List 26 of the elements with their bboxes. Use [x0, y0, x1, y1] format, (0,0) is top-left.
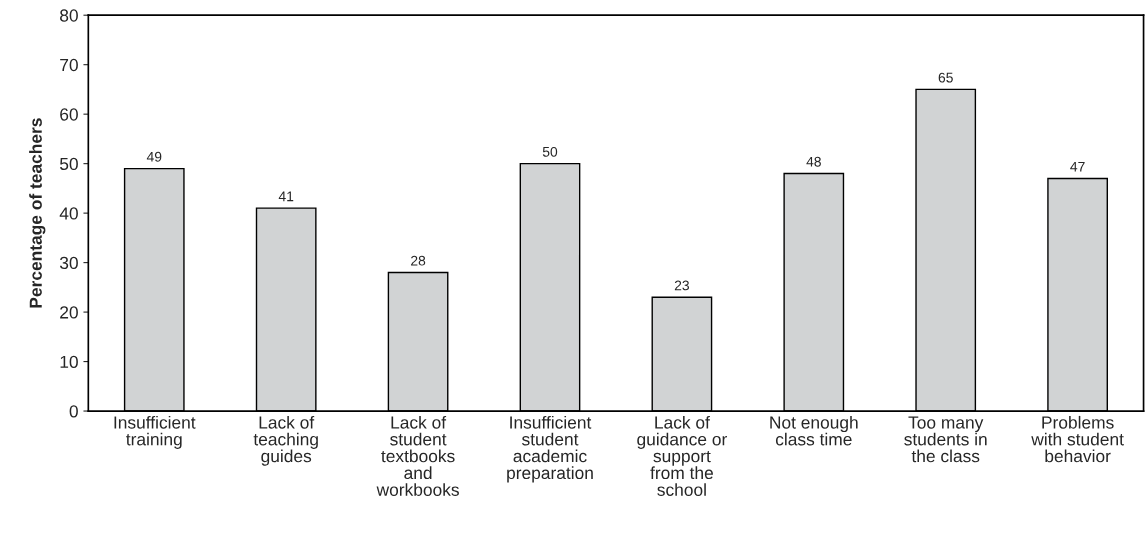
y-tick-label: 0: [69, 405, 78, 418]
data-label: 65: [938, 72, 953, 83]
y-tick-label: 10: [60, 355, 78, 369]
y-tick-label: 20: [60, 306, 78, 319]
data-label: 28: [411, 255, 426, 266]
x-tick-label: Not enough class time: [770, 415, 858, 446]
y-tick-label: 50: [59, 157, 78, 171]
data-label: 47: [1070, 161, 1085, 172]
x-tick-label: Lack of student textbooks and workbooks: [376, 415, 459, 496]
data-label: 49: [146, 151, 162, 162]
x-tick-label: Problems with student behavior: [1031, 415, 1124, 463]
y-tick-label: 70: [60, 58, 78, 72]
x-tick-label: Lack of guidance or support from the school: [637, 415, 727, 496]
data-label: 41: [278, 191, 294, 202]
y-tick-label: 60: [60, 108, 78, 121]
x-tick-label: Insufficient student academic preparation: [507, 415, 593, 483]
data-label: 48: [806, 156, 821, 167]
x-tick-label: Too many students in the class: [904, 416, 987, 463]
x-tick-label: Lack of teaching guides: [253, 415, 318, 466]
y-axis-title: Percentage of teachers: [29, 118, 46, 308]
y-tick-label: 40: [59, 207, 78, 220]
data-label: 50: [542, 146, 558, 157]
x-tick-label: Insufficient training: [114, 415, 196, 449]
y-tick-label: 80: [60, 9, 78, 22]
y-tick-label: 30: [59, 256, 78, 270]
data-label: 23: [674, 280, 690, 291]
